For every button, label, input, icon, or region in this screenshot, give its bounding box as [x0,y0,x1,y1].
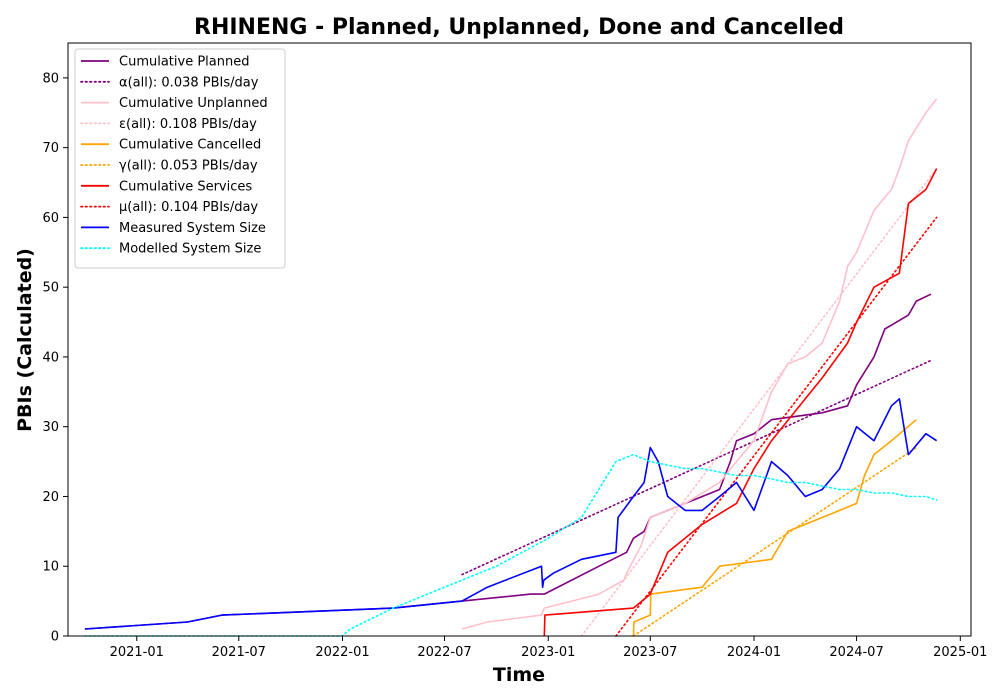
y-axis: 0 10 20 30 40 50 60 70 80 [42,71,68,645]
series-line-all-0-108-pbis-day [580,167,938,637]
series-line-modelled-system-size [84,453,938,637]
x-tick-label: 2024-01 [727,645,781,660]
x-tick-label: 2022-07 [417,645,471,660]
y-axis-label: PBIs (Calculated) [14,248,36,432]
legend-label: Cumulative Cancelled [119,138,261,153]
series-line-all-0-038-pbis-day [461,359,932,576]
y-tick-label: 40 [42,350,59,365]
y-tick-label: 10 [42,560,59,575]
legend-label: Modelled System Size [119,242,261,257]
x-tick-label: 2021-01 [110,645,164,660]
chart-title: RHINENG - Planned, Unplanned, Done and C… [194,15,844,40]
legend-label: α(all): 0.038 PBIs/day [119,75,259,90]
y-tick-label: 0 [51,630,59,645]
y-tick-label: 30 [42,420,59,435]
legend-label: Cumulative Unplanned [119,96,268,111]
y-tick-label: 80 [42,71,59,86]
y-tick-label: 20 [42,490,59,505]
x-tick-label: 2023-07 [623,645,677,660]
y-tick-label: 60 [42,211,59,226]
legend: Cumulative Planned α(all): 0.038 PBIs/day… [74,48,286,269]
x-axis-label: Time [493,664,545,686]
x-axis: 2021-01 2021-07 2022-01 2022-07 2023-01 2023-… [110,636,987,660]
legend-label: ε(all): 0.108 PBIs/day [119,117,257,132]
legend-label: γ(all): 0.053 PBIs/day [119,159,258,174]
series-line-measured-system-size [84,397,938,630]
legend-label: Cumulative Planned [119,55,249,70]
x-tick-label: 2021-07 [212,645,266,660]
legend-box [74,48,286,269]
x-tick-label: 2023-01 [521,645,575,660]
legend-label: Measured System Size [119,221,266,236]
series-layer [84,98,938,637]
x-tick-label: 2024-07 [829,645,883,660]
series-line-cumulative-planned [84,293,932,630]
series-line-all-0-053-pbis-day [632,446,918,637]
series-line-cumulative-services [543,168,938,637]
x-tick-label: 2022-01 [315,645,369,660]
x-tick-label: 2025-01 [933,645,987,660]
series-line-cumulative-cancelled [632,419,917,637]
series-line-cumulative-unplanned [461,98,938,630]
legend-label: Cumulative Services [119,179,252,194]
y-tick-label: 50 [42,281,59,296]
plot-frame [67,42,972,637]
legend-label: μ(all): 0.104 PBIs/day [119,200,258,215]
y-tick-label: 70 [42,141,59,156]
